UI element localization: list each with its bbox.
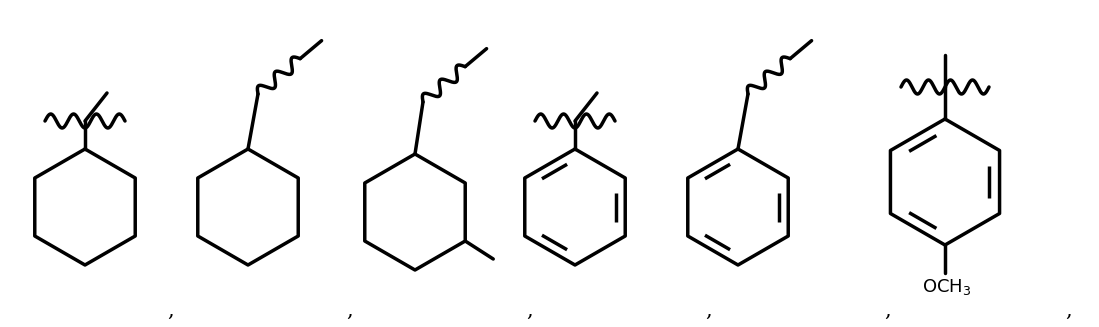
Text: ,: , <box>346 301 353 320</box>
Text: ,: , <box>526 301 533 320</box>
Text: ,: , <box>885 301 891 320</box>
Text: ,: , <box>1065 301 1072 320</box>
Text: ,: , <box>167 301 174 320</box>
Text: OCH$_3$: OCH$_3$ <box>922 277 972 297</box>
Text: ,: , <box>706 301 712 320</box>
